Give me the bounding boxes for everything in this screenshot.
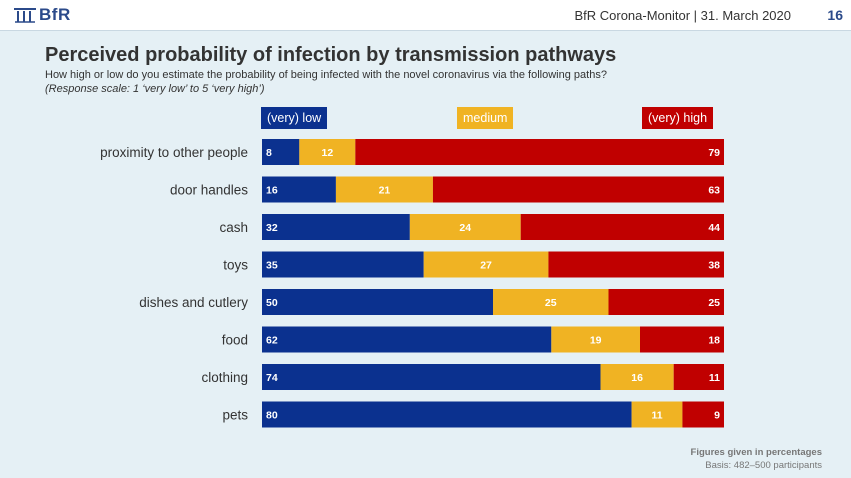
data-label-low: 80 [266, 410, 278, 422]
bar-segment-low [262, 364, 601, 390]
bar-segment-high [520, 214, 724, 240]
response-scale-note: (Response scale: 1 ‘very low’ to 5 ‘very… [45, 83, 265, 95]
bar-segment-high [355, 139, 724, 165]
page-subtitle: How high or low do you estimate the prob… [45, 69, 607, 81]
bfr-logo-icon [14, 8, 36, 23]
data-label-low: 32 [266, 222, 278, 234]
bar-segment-low [262, 289, 493, 315]
bar-segment-high [673, 364, 724, 390]
logo-text: BfR [39, 5, 71, 24]
data-label-low: 74 [266, 372, 278, 384]
bar-segment-high [682, 401, 724, 428]
bar-segment-medium [551, 326, 640, 353]
category-label: cash [219, 220, 248, 235]
data-label-high: 9 [714, 410, 720, 422]
bfr-logo: BfR [14, 5, 71, 25]
page-number: 16 [827, 7, 843, 23]
bar-segment-high [548, 251, 724, 278]
data-label-high: 11 [709, 372, 720, 384]
header-bar: BfR BfR Corona-Monitor | 31. March 2020 … [0, 0, 851, 31]
data-label-high: 63 [708, 185, 720, 197]
data-label-high: 79 [708, 147, 720, 159]
data-label-high: 44 [708, 222, 720, 234]
bar-segment-low [262, 251, 424, 278]
footer-basis: Basis: 482–500 participants [705, 460, 822, 471]
bar-segment-medium [600, 364, 674, 390]
data-label-medium: 19 [590, 335, 602, 347]
category-label: dishes and cutlery [139, 295, 248, 310]
legend-high: (very) high [642, 107, 714, 129]
bar-segment-medium [631, 401, 683, 428]
bar-segment-low [262, 326, 552, 353]
data-label-medium: 16 [631, 372, 643, 384]
data-label-high: 18 [708, 335, 720, 347]
bar-segment-low [262, 214, 410, 240]
bar-segment-medium [299, 139, 356, 165]
data-label-medium: 21 [379, 185, 391, 197]
report-title: BfR Corona-Monitor | 31. March 2020 [574, 8, 791, 23]
data-label-medium: 24 [459, 222, 471, 234]
data-label-low: 62 [266, 335, 278, 347]
bar-segment-low [262, 176, 336, 203]
data-label-medium: 12 [321, 147, 333, 159]
data-label-medium: 27 [480, 260, 492, 272]
bar-segment-medium [409, 214, 521, 240]
category-label: door handles [170, 183, 248, 198]
data-label-medium: 25 [545, 297, 557, 309]
category-label: proximity to other people [100, 145, 248, 160]
legend-medium: medium [457, 107, 514, 129]
bar-segment-high [432, 176, 724, 203]
data-label-low: 8 [266, 147, 272, 159]
bar-segment-low [262, 401, 632, 428]
category-label: food [222, 333, 248, 348]
data-label-low: 35 [266, 260, 278, 272]
data-label-low: 50 [266, 297, 278, 309]
bar-segment-medium [423, 251, 549, 278]
data-label-high: 25 [708, 297, 720, 309]
data-label-medium: 11 [651, 410, 662, 422]
bar-segment-medium [335, 176, 433, 203]
bar-segment-high [640, 326, 724, 353]
category-label: toys [223, 258, 248, 273]
legend-low: (very) low [261, 107, 328, 129]
data-label-low: 16 [266, 185, 278, 197]
page-title: Perceived probability of infection by tr… [45, 44, 617, 66]
bar-segment-medium [493, 289, 609, 315]
bar-segment-low [262, 139, 300, 165]
category-label: pets [222, 408, 248, 423]
data-label-high: 38 [708, 260, 720, 272]
bar-segment-high [608, 289, 724, 315]
category-label: clothing [201, 370, 248, 385]
footer-note: Figures given in percentages [690, 447, 822, 458]
